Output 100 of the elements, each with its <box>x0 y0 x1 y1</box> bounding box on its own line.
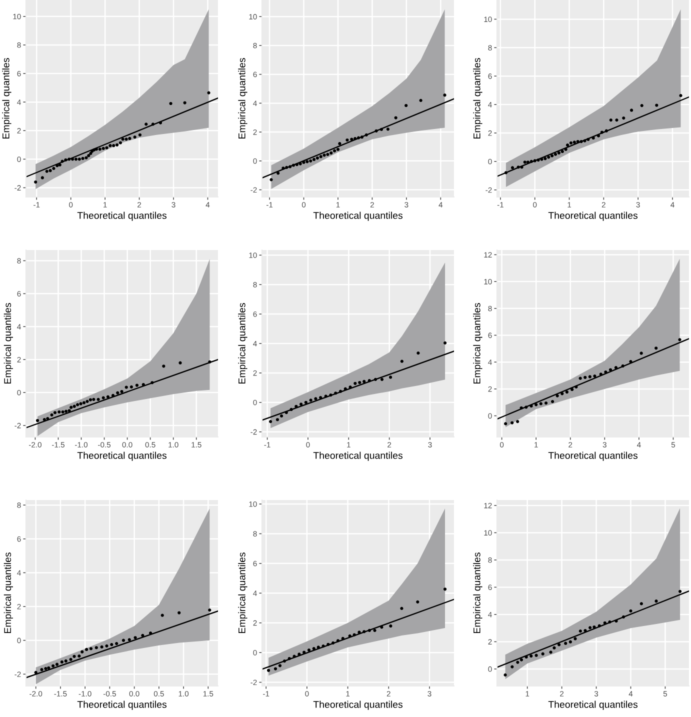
point <box>86 400 89 403</box>
point <box>56 164 59 168</box>
point <box>178 361 182 364</box>
point <box>330 151 333 155</box>
point <box>276 172 280 175</box>
point <box>68 158 71 161</box>
point <box>550 154 554 158</box>
point <box>540 158 544 161</box>
point <box>550 400 554 404</box>
point <box>112 144 116 148</box>
point <box>334 392 338 395</box>
point <box>400 606 404 610</box>
y-axis-title: Empirical quantiles <box>473 58 482 138</box>
point <box>569 141 573 145</box>
point <box>536 158 540 162</box>
point <box>309 398 312 402</box>
point <box>564 642 568 645</box>
point <box>568 640 572 644</box>
point <box>135 384 139 387</box>
point <box>588 375 592 378</box>
point <box>332 641 335 644</box>
point <box>640 352 643 355</box>
point <box>58 163 62 166</box>
point <box>444 341 447 344</box>
point <box>79 402 82 406</box>
point <box>290 408 293 412</box>
point <box>348 386 352 389</box>
point <box>586 138 590 141</box>
point <box>373 628 376 632</box>
point <box>294 404 298 408</box>
point <box>679 94 682 98</box>
y-axis-title: Empirical quantiles <box>238 58 248 138</box>
point <box>120 390 124 394</box>
point <box>34 180 38 184</box>
point <box>121 138 124 141</box>
point <box>115 143 119 146</box>
point <box>622 116 626 120</box>
point <box>640 104 644 108</box>
point <box>629 609 632 612</box>
point <box>322 644 325 648</box>
point <box>282 166 285 170</box>
point <box>288 165 292 168</box>
point <box>74 158 78 161</box>
point <box>44 667 48 670</box>
point <box>346 138 349 142</box>
point <box>72 404 76 408</box>
point <box>100 645 104 648</box>
point <box>78 654 81 658</box>
point <box>523 160 526 164</box>
point <box>61 410 64 414</box>
point <box>298 652 301 656</box>
point <box>443 588 447 591</box>
point <box>70 158 74 161</box>
point <box>208 608 212 612</box>
point <box>374 378 378 381</box>
point <box>130 385 133 388</box>
point <box>354 136 357 140</box>
point <box>564 148 568 151</box>
point <box>278 664 282 668</box>
point <box>654 600 658 603</box>
point <box>604 129 608 132</box>
point <box>389 624 392 628</box>
point <box>105 644 108 648</box>
point <box>85 648 88 652</box>
y-axis-title: Empirical quantiles <box>2 58 12 138</box>
point <box>50 413 54 416</box>
point <box>510 166 514 170</box>
x-axis-title: Theoretical quantiles <box>313 452 403 461</box>
point <box>533 159 536 162</box>
point <box>46 416 50 420</box>
point <box>183 101 186 104</box>
point <box>584 628 587 632</box>
point <box>276 418 280 422</box>
point <box>358 380 362 384</box>
point <box>92 398 96 401</box>
point <box>600 130 604 134</box>
point <box>81 156 84 160</box>
point <box>70 406 73 409</box>
point <box>530 160 533 163</box>
point <box>68 409 71 412</box>
point <box>52 166 56 170</box>
point <box>138 133 142 136</box>
point <box>333 149 336 152</box>
point <box>557 151 560 154</box>
point <box>52 664 55 668</box>
point <box>599 372 602 376</box>
point <box>364 133 368 136</box>
y-axis-title: Empirical quantiles <box>238 303 248 384</box>
point <box>60 160 64 163</box>
point <box>539 402 542 406</box>
point <box>141 634 144 637</box>
point <box>53 411 57 414</box>
point <box>614 366 618 370</box>
point <box>326 152 330 156</box>
point <box>344 387 347 390</box>
point <box>336 148 340 151</box>
x-axis-title: Theoretical quantiles <box>548 452 638 461</box>
point <box>603 621 606 624</box>
point <box>608 620 612 624</box>
point <box>608 368 612 372</box>
